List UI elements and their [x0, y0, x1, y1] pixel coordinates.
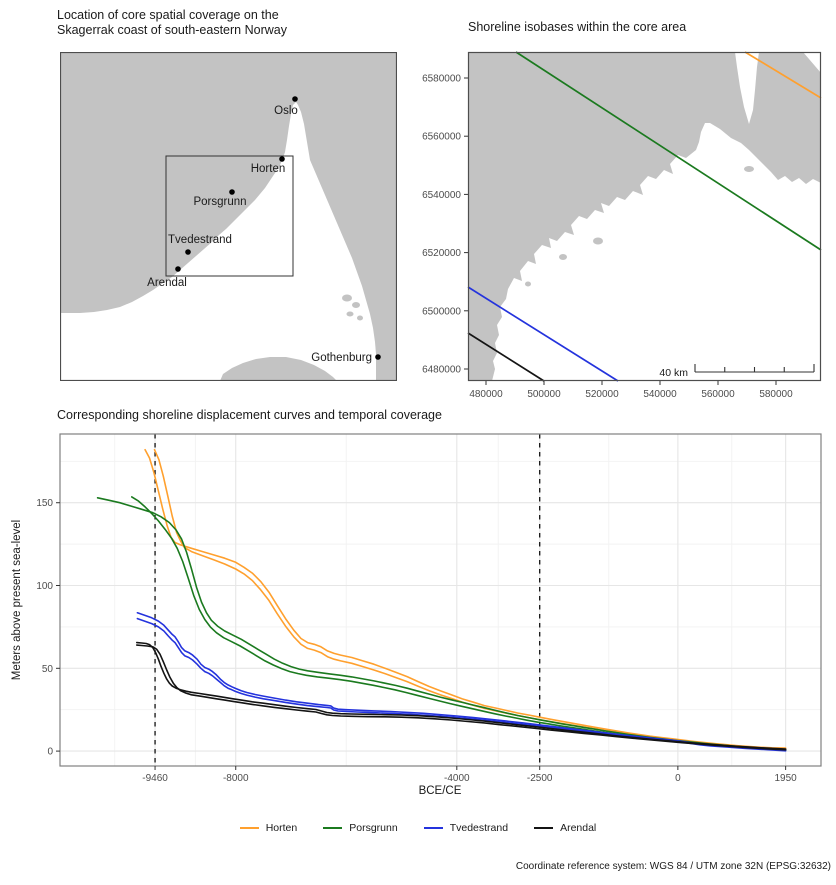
y-axis-title: Meters above present sea-level [11, 520, 23, 680]
map1-border [60, 52, 397, 381]
legend-label-porsgrunn: Porsgrunn [349, 822, 398, 834]
map2-y-tick-label: 6500000 [422, 306, 461, 317]
isobase-line-horten [744, 51, 822, 99]
city-dot-gothenburg [375, 354, 381, 360]
chart-y-tick-label: 150 [36, 498, 53, 509]
chart-x-tick-label: 0 [675, 773, 681, 784]
chart-y-tick-label: 50 [42, 664, 54, 675]
chart-y-tick-label: 100 [36, 581, 53, 592]
chart-x-tick-label: -4000 [444, 773, 470, 784]
map2-border [467, 51, 822, 382]
crs-footer: Coordinate reference system: WGS 84 / UT… [516, 861, 831, 872]
norway-sweden-landmass [60, 52, 397, 381]
curve-porsgrunn-line1 [96, 497, 787, 751]
arendal-line-swatch [534, 827, 554, 829]
city-label-tvedestrand: Tvedestrand [168, 234, 232, 246]
chart-x-tick-label: -2500 [527, 773, 553, 784]
city-dot-tvedestrand [185, 249, 191, 255]
city-label-arendal: Arendal [147, 277, 187, 289]
map2-y-tick-label: 6520000 [422, 248, 461, 259]
chart-x-tick-label: -8000 [223, 773, 249, 784]
legend-label-tvedestrand: Tvedestrand [449, 822, 509, 834]
scalebar-label: 40 km [659, 367, 688, 379]
map1-title: Location of core spatial coverage on the… [57, 8, 287, 38]
map1-title-line2: Skagerrak coast of south-eastern Norway [57, 23, 287, 37]
legend-item-arendal: Arendal [534, 822, 596, 834]
map2-y-tick-label: 6560000 [422, 132, 461, 143]
legend-item-tvedestrand: Tvedestrand [423, 822, 509, 834]
legend-item-porsgrunn: Porsgrunn [323, 822, 398, 834]
city-label-horten: Horten [251, 163, 286, 175]
city-dot-arendal [175, 266, 181, 272]
map2-title: Shoreline isobases within the core area [468, 20, 686, 35]
chart-legend: Horten Porsgrunn Tvedestrand Arendal [0, 822, 836, 834]
curve-arendal-line2 [136, 644, 787, 751]
city-dot-porsgrunn [229, 189, 235, 195]
map2-y-tick-label: 6540000 [422, 190, 461, 201]
curve-porsgrunn-line2 [131, 496, 787, 752]
chart-panel-border [59, 433, 822, 767]
isobase-line-porsgrunn [515, 51, 822, 251]
chart-x-tick-label: -9460 [142, 773, 168, 784]
isobase-line-tvedestrand [467, 286, 619, 382]
core-area-rectangle [165, 155, 294, 277]
legend-label-arendal: Arendal [560, 822, 597, 834]
map2-x-tick-label: 560000 [701, 389, 735, 400]
x-axis-title: BCE/CE [419, 785, 462, 797]
map2-y-tick-label: 6580000 [422, 74, 461, 85]
core-area-landmass [468, 52, 821, 381]
city-label-oslo: Oslo [274, 105, 298, 117]
map2-x-tick-label: 520000 [585, 389, 619, 400]
map2-x-tick-label: 540000 [643, 389, 677, 400]
chart-x-tick-label: 1950 [775, 773, 798, 784]
porsgrunn-line-swatch [323, 827, 343, 829]
curve-tvedestrand-line2 [136, 617, 787, 752]
map2-y-tick-label: 6480000 [422, 365, 461, 376]
crs-footer-text: Coordinate reference system: WGS 84 / UT… [515, 861, 831, 872]
city-label-gothenburg: Gothenburg [311, 352, 372, 364]
curve-horten-line1 [144, 448, 787, 749]
swedish-archipelago-islands [342, 294, 363, 321]
map2-x-tick-label: 480000 [469, 389, 503, 400]
overview-map: Oslo Horten Porsgrunn Tvedestrand Arendal Got… [60, 52, 397, 381]
map1-title-line1: Location of core spatial coverage on the [57, 8, 279, 22]
tvedestrand-line-swatch [423, 827, 443, 829]
legend-label-horten: Horten [265, 822, 298, 834]
curve-arendal-line1 [136, 641, 787, 750]
chart-y-tick-label: 0 [47, 747, 53, 758]
map2-x-tick-label: 500000 [527, 389, 561, 400]
city-label-porsgrunn: Porsgrunn [193, 196, 246, 208]
horten-line-swatch [239, 827, 259, 829]
chart-title-text: Corresponding shoreline displacement cur… [57, 408, 442, 422]
legend-item-horten: Horten [239, 822, 298, 834]
displacement-chart: -9460 -8000 -4000 -2500 0 1950 0 50 100 150 BCE/C… [11, 433, 822, 797]
chart-title: Corresponding shoreline displacement cur… [57, 408, 442, 423]
map2-title-text: Shoreline isobases within the core area [468, 20, 687, 34]
isobase-line-arendal [467, 332, 545, 382]
map2-x-tick-label: 580000 [759, 389, 793, 400]
city-dot-oslo [292, 96, 298, 102]
denmark-landmass [220, 357, 337, 381]
curve-tvedestrand-line1 [136, 612, 787, 751]
isobase-map: 40 km 480000 500000 520000 540000 560000 5800… [422, 51, 822, 400]
coastal-islands [525, 166, 754, 287]
city-dot-horten [279, 156, 285, 162]
